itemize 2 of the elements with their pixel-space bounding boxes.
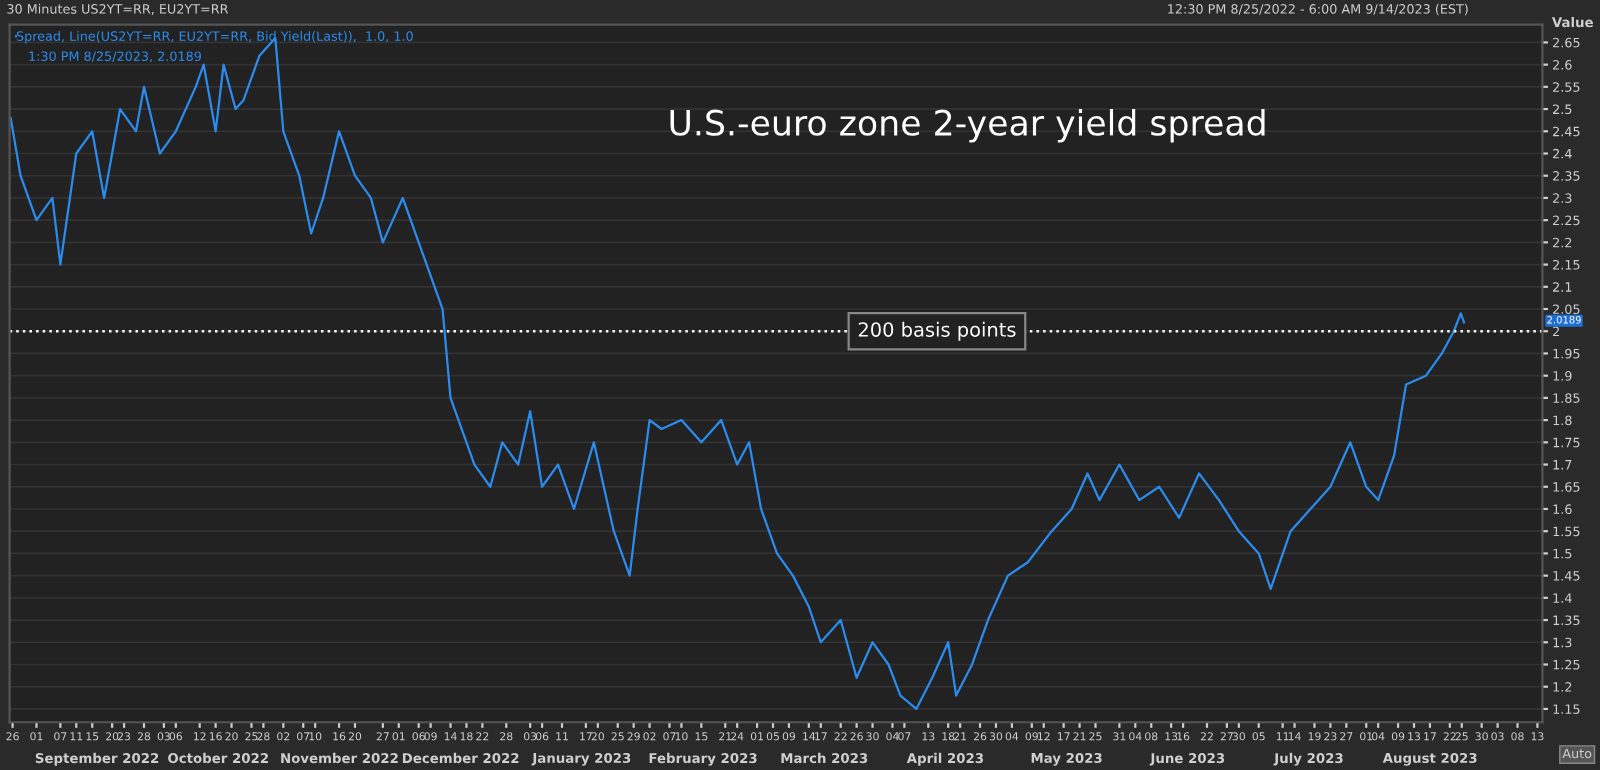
- text: U.S.-euro zone 2-year yield spread: [670, 108, 1265, 143]
- ref-line-label: 200 basis points: [858, 321, 1016, 341]
